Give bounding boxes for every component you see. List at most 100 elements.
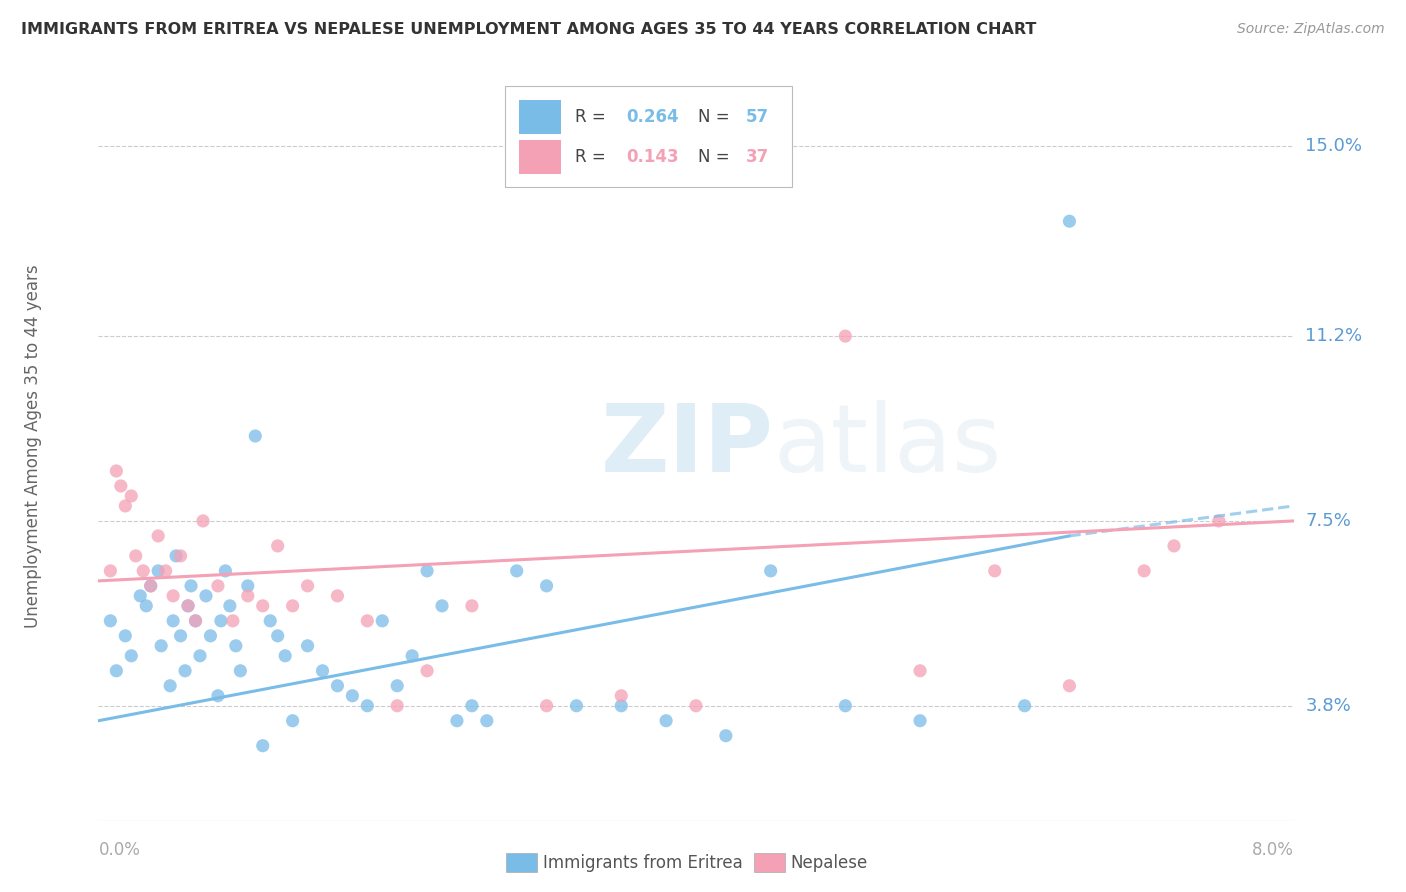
Point: [105, 664, 128, 678]
Point: [385, 698, 409, 713]
Point: [195, 589, 218, 603]
Point: [259, 614, 281, 628]
Point: [209, 614, 232, 628]
Point: [356, 698, 378, 713]
Point: [110, 479, 132, 493]
Point: [139, 579, 162, 593]
Point: [219, 599, 242, 613]
Point: [655, 714, 678, 728]
Point: [1163, 539, 1185, 553]
Point: [685, 698, 707, 713]
Point: [461, 698, 484, 713]
Text: IMMIGRANTS FROM ERITREA VS NEPALESE UNEMPLOYMENT AMONG AGES 35 TO 44 YEARS CORRE: IMMIGRANTS FROM ERITREA VS NEPALESE UNEM…: [21, 22, 1036, 37]
Point: [191, 514, 214, 528]
Point: [536, 579, 558, 593]
Point: [759, 564, 782, 578]
Point: [120, 489, 142, 503]
Point: [908, 714, 931, 728]
Point: [536, 698, 558, 713]
Point: [125, 549, 148, 563]
Point: [214, 564, 236, 578]
Text: 7.5%: 7.5%: [1306, 512, 1351, 530]
Point: [267, 629, 290, 643]
Text: 0.143: 0.143: [627, 148, 679, 166]
Point: [155, 564, 177, 578]
Point: [326, 589, 349, 603]
Point: [174, 664, 197, 678]
Point: [834, 329, 856, 343]
Point: [236, 589, 259, 603]
Point: [135, 599, 157, 613]
Point: [184, 614, 207, 628]
Text: 0.0%: 0.0%: [98, 840, 141, 859]
Point: [114, 629, 136, 643]
Text: R =: R =: [575, 108, 612, 126]
Point: [714, 729, 737, 743]
Point: [222, 614, 245, 628]
Point: [416, 664, 439, 678]
Point: [98, 614, 122, 628]
Text: 11.2%: 11.2%: [1306, 327, 1362, 345]
Point: [1133, 564, 1156, 578]
Text: R =: R =: [575, 148, 612, 166]
Bar: [519, 140, 561, 174]
Bar: [519, 100, 561, 134]
Text: ZIP: ZIP: [600, 400, 773, 492]
Point: [114, 499, 136, 513]
Point: [162, 589, 184, 603]
Point: [342, 689, 364, 703]
FancyBboxPatch shape: [505, 87, 792, 187]
Point: [385, 679, 409, 693]
Point: [1059, 679, 1081, 693]
Point: [311, 664, 333, 678]
Point: [610, 689, 633, 703]
Point: [297, 639, 319, 653]
Point: [281, 599, 304, 613]
Point: [356, 614, 378, 628]
Point: [177, 599, 200, 613]
Point: [297, 579, 319, 593]
Point: [446, 714, 468, 728]
Text: N =: N =: [699, 108, 735, 126]
Point: [908, 664, 931, 678]
Text: 57: 57: [747, 108, 769, 126]
Text: Immigrants from Eritrea: Immigrants from Eritrea: [543, 855, 742, 872]
Text: N =: N =: [699, 148, 735, 166]
Point: [401, 648, 423, 663]
Text: Source: ZipAtlas.com: Source: ZipAtlas.com: [1237, 22, 1385, 37]
Point: [565, 698, 588, 713]
Point: [506, 564, 529, 578]
Text: 15.0%: 15.0%: [1306, 137, 1362, 155]
Point: [267, 539, 290, 553]
Point: [177, 599, 200, 613]
Point: [148, 564, 170, 578]
Point: [416, 564, 439, 578]
Text: atlas: atlas: [773, 400, 1002, 492]
Point: [236, 579, 259, 593]
Point: [207, 579, 229, 593]
Point: [245, 429, 267, 443]
Point: [229, 664, 252, 678]
Point: [169, 549, 191, 563]
Point: [430, 599, 453, 613]
Point: [281, 714, 304, 728]
Point: [150, 639, 173, 653]
Point: [207, 689, 229, 703]
Point: [326, 679, 349, 693]
Point: [610, 698, 633, 713]
Point: [184, 614, 207, 628]
Text: 8.0%: 8.0%: [1251, 840, 1294, 859]
Text: Nepalese: Nepalese: [790, 855, 868, 872]
Point: [1059, 214, 1081, 228]
Point: [188, 648, 211, 663]
Point: [159, 679, 181, 693]
Point: [274, 648, 297, 663]
Point: [1208, 514, 1230, 528]
Point: [180, 579, 202, 593]
Point: [165, 549, 187, 563]
Point: [252, 739, 274, 753]
Text: Unemployment Among Ages 35 to 44 years: Unemployment Among Ages 35 to 44 years: [24, 264, 42, 628]
Point: [148, 529, 170, 543]
Point: [1014, 698, 1036, 713]
Point: [475, 714, 498, 728]
